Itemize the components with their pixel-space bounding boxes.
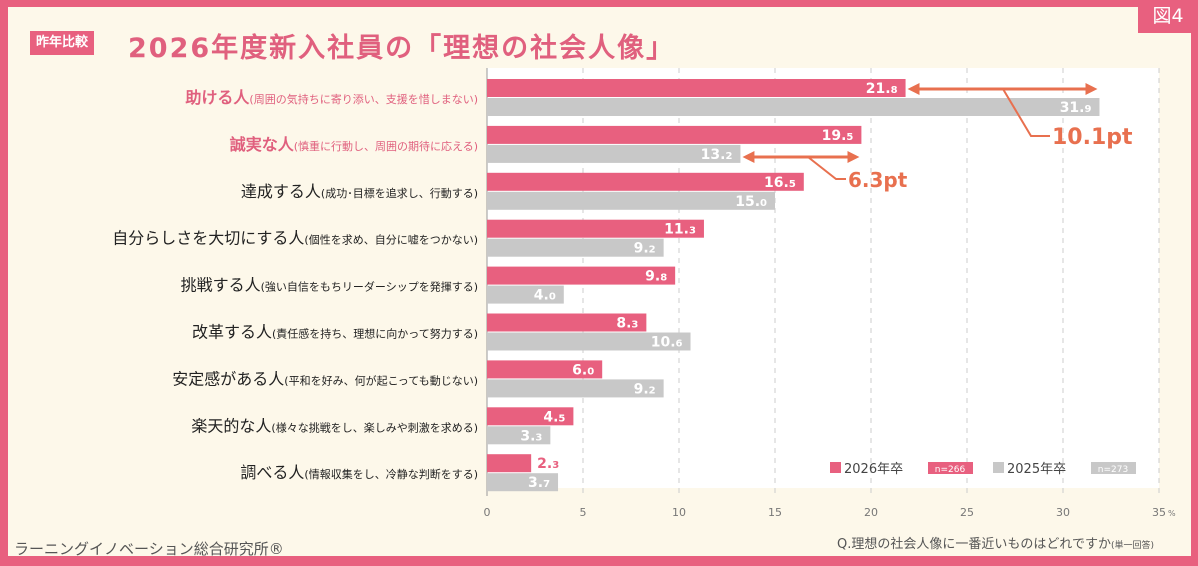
bar-2026年卒 [487, 125, 862, 144]
figure-label: 図4 [1138, 0, 1198, 33]
category-label: 自分らしさを大切にする人(個性を求め、自分に嘘をつかない) [112, 229, 478, 248]
source-credit: ラーニングイノベーション総合研究所® [14, 540, 284, 558]
data-label: 19.5 [822, 128, 854, 144]
category-label: 楽天的な人(様々な挑戦をし、楽しみや刺激を求める) [191, 416, 478, 435]
category-label: 挑戦する人(強い自信をもちリーダーシップを発揮する) [181, 276, 478, 295]
x-tick-label: 5 [580, 506, 587, 519]
category-label: 助ける人(周囲の気持ちに寄り添い、支援を惜しまない) [185, 88, 478, 107]
data-label: 11.3 [664, 222, 696, 238]
survey-question: Q.理想の社会人像に一番近いものはどれですか(単一回答) [837, 533, 1154, 552]
bar-2026年卒 [487, 79, 906, 97]
data-label: 9.2 [634, 381, 656, 397]
data-label: 15.0 [735, 194, 767, 210]
legend-swatch [993, 462, 1004, 473]
bar-2026年卒 [487, 407, 574, 426]
data-label: 13.2 [701, 147, 733, 163]
chart-title: 2026年度新入社員の「理想の社会人像」 [128, 33, 676, 64]
x-tick-label: 0 [484, 506, 491, 519]
bar-2026年卒 [487, 219, 704, 238]
data-label: 8.3 [616, 316, 638, 332]
bar-2025年卒 [487, 473, 559, 492]
data-label: 3.3 [520, 428, 542, 444]
x-tick-label: 15 [768, 506, 782, 519]
bar-2025年卒 [487, 426, 551, 445]
x-tick-label: 30 [1056, 506, 1070, 519]
bar-2026年卒 [487, 454, 532, 473]
bar-2025年卒 [487, 238, 664, 257]
legend-n-badge [928, 462, 973, 474]
bar-2025年卒 [487, 144, 741, 163]
annotation-leader [807, 156, 846, 180]
x-tick-label: 25 [960, 506, 974, 519]
comparison-badge: 昨年比較 [30, 31, 95, 55]
bar-2025年卒 [487, 379, 664, 398]
legend-n-badge [1091, 462, 1136, 474]
x-tick-label: 35 [1152, 506, 1166, 519]
bar-2025年卒 [487, 332, 691, 351]
bar-2026年卒 [487, 266, 676, 285]
data-label: 9.8 [645, 269, 667, 285]
data-label: 6.0 [572, 362, 594, 378]
category-label: 達成する人(成功･目標を追求し、行動する) [241, 182, 478, 201]
x-unit-label: % [1168, 509, 1176, 518]
bar-2026年卒 [487, 360, 603, 379]
category-label: 改革する人(責任感を持ち、理想に向かって努力する) [192, 323, 478, 342]
data-label: 9.2 [634, 241, 656, 257]
legend-n-label: n=273 [1098, 465, 1128, 475]
data-label: 3.7 [528, 475, 550, 491]
data-label: 4.0 [534, 288, 556, 304]
bar-2025年卒 [487, 285, 564, 304]
legend-label: 2026年卒 [844, 462, 903, 477]
question-note: (単一回答) [1110, 541, 1154, 551]
x-tick-label: 10 [672, 506, 686, 519]
category-label: 安定感がある人(平和を好み、何が起こっても動じない) [172, 369, 478, 388]
bar-2026年卒 [487, 313, 647, 332]
bar-2025年卒 [487, 98, 1100, 116]
bar-2026年卒 [487, 172, 804, 191]
question-text: Q.理想の社会人像に一番近いものはどれですか [836, 537, 1111, 552]
data-label: 4.5 [543, 409, 565, 425]
data-label: 31.9 [1060, 100, 1092, 116]
x-tick-label: 20 [864, 506, 878, 519]
data-label: 10.6 [651, 335, 683, 351]
difference-label: 6.3pt [848, 168, 908, 192]
category-label: 誠実な人(慎重に行動し、周囲の期待に応える) [230, 135, 478, 154]
difference-label: 10.1pt [1052, 125, 1133, 150]
legend-label: 2025年卒 [1007, 462, 1066, 477]
data-label: 16.5 [764, 175, 796, 191]
category-label: 調べる人(情報収集をし、冷静な判断をする) [240, 463, 478, 482]
data-label: 2.3 [537, 456, 559, 472]
data-label: 21.8 [866, 81, 898, 97]
annotation-leader [1002, 88, 1050, 137]
legend-n-label: n=266 [935, 465, 966, 475]
legend-swatch [830, 462, 841, 473]
bar-2025年卒 [487, 191, 775, 210]
